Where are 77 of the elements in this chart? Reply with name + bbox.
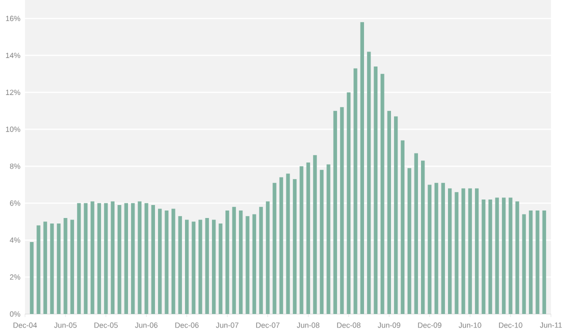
bar (43, 222, 48, 314)
bar (212, 220, 216, 314)
bar (528, 210, 533, 314)
bar (77, 203, 81, 314)
bar (259, 206, 263, 314)
bar (313, 155, 317, 314)
bar (238, 210, 243, 314)
bar (354, 68, 358, 314)
bar (441, 182, 445, 314)
bar (340, 107, 344, 314)
bar (50, 223, 54, 314)
bar (306, 162, 310, 314)
bar (421, 160, 425, 314)
bar (515, 201, 520, 314)
bar (64, 218, 68, 314)
bar (97, 203, 102, 314)
bar (36, 225, 40, 314)
bar (508, 198, 512, 314)
bar (138, 201, 142, 314)
bar (252, 214, 256, 314)
bar (266, 201, 270, 314)
bar (205, 218, 209, 314)
bar (542, 210, 546, 314)
bar (164, 210, 168, 314)
bar (192, 222, 196, 314)
bar (246, 216, 250, 314)
bar (292, 179, 297, 314)
bar (434, 182, 438, 314)
bar (380, 74, 384, 314)
bar (225, 210, 230, 314)
bar (84, 203, 88, 314)
bar (90, 201, 94, 314)
bar (374, 66, 378, 314)
bar (495, 198, 499, 314)
bar (158, 208, 162, 314)
bar (272, 182, 276, 314)
bar (326, 164, 330, 314)
bar (286, 174, 290, 314)
bar (474, 188, 479, 314)
bar (448, 188, 452, 314)
bar (124, 203, 128, 314)
bar (144, 203, 148, 314)
bar (320, 170, 324, 314)
bar (151, 205, 155, 314)
bar (400, 140, 404, 314)
bar (279, 177, 284, 314)
bar (522, 214, 526, 314)
bar (185, 220, 189, 314)
bar (468, 188, 472, 314)
bar (408, 168, 412, 314)
bar (198, 220, 202, 314)
bar (488, 199, 492, 314)
bar (428, 184, 432, 314)
bar (333, 110, 338, 314)
bar (394, 116, 398, 314)
bar (178, 216, 182, 314)
bar (387, 110, 391, 314)
bar (360, 22, 364, 314)
bar (131, 203, 135, 314)
bar (218, 223, 222, 314)
bar (118, 205, 122, 314)
bar (454, 192, 458, 314)
bar (502, 198, 506, 314)
bar (110, 201, 115, 314)
bar (56, 223, 61, 314)
bar (104, 203, 108, 314)
bar (70, 220, 74, 314)
bar (232, 206, 236, 314)
bar (30, 242, 34, 314)
bar (346, 92, 351, 314)
bar (300, 166, 304, 314)
bar (461, 188, 466, 314)
bar (482, 199, 486, 314)
bar (414, 153, 418, 314)
bar (367, 52, 371, 314)
bar (172, 208, 176, 314)
bar (536, 210, 540, 314)
